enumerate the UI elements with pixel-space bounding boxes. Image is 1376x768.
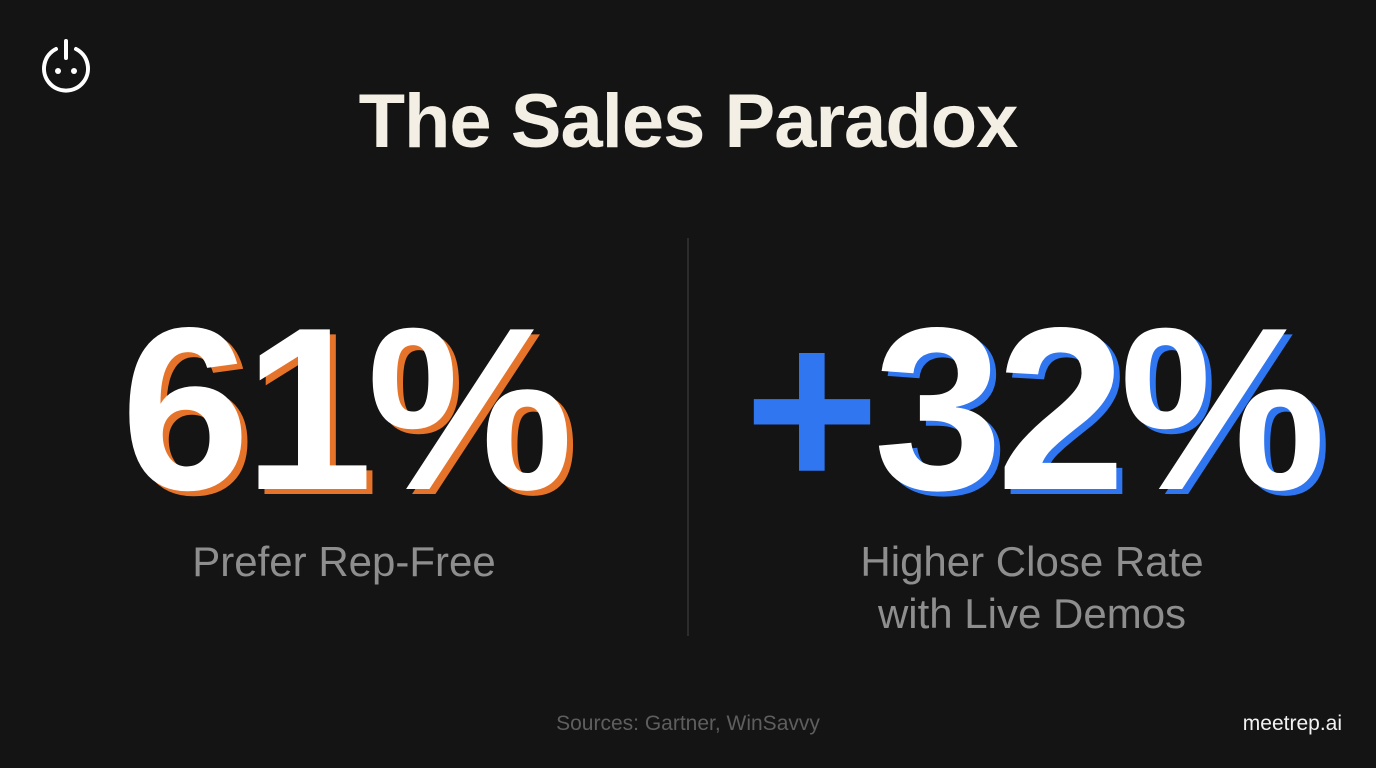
stat-right: +32% Higher Close Rate with Live Demos [688,290,1376,640]
brand: meetrep.ai [1242,712,1342,735]
label-line: Prefer Rep-Free [192,538,496,585]
label-line: Higher Close Rate [860,538,1204,585]
stat-label: Higher Close Rate with Live Demos [688,536,1376,640]
stat-value: 61% [120,280,573,539]
stat-number: 61% [0,290,688,530]
divider [687,238,689,636]
stat-left: 61% Prefer Rep-Free [0,290,688,588]
stat-number: +32% [688,290,1376,530]
stat-value: 32% [873,280,1326,539]
stat-label: Prefer Rep-Free [0,536,688,588]
logo-icon [42,39,90,93]
sources: Sources: Gartner, WinSavvy [556,712,820,735]
stat-prefix: + [744,280,880,539]
title: The Sales Paradox [358,79,1019,164]
label-line: with Live Demos [877,590,1187,637]
